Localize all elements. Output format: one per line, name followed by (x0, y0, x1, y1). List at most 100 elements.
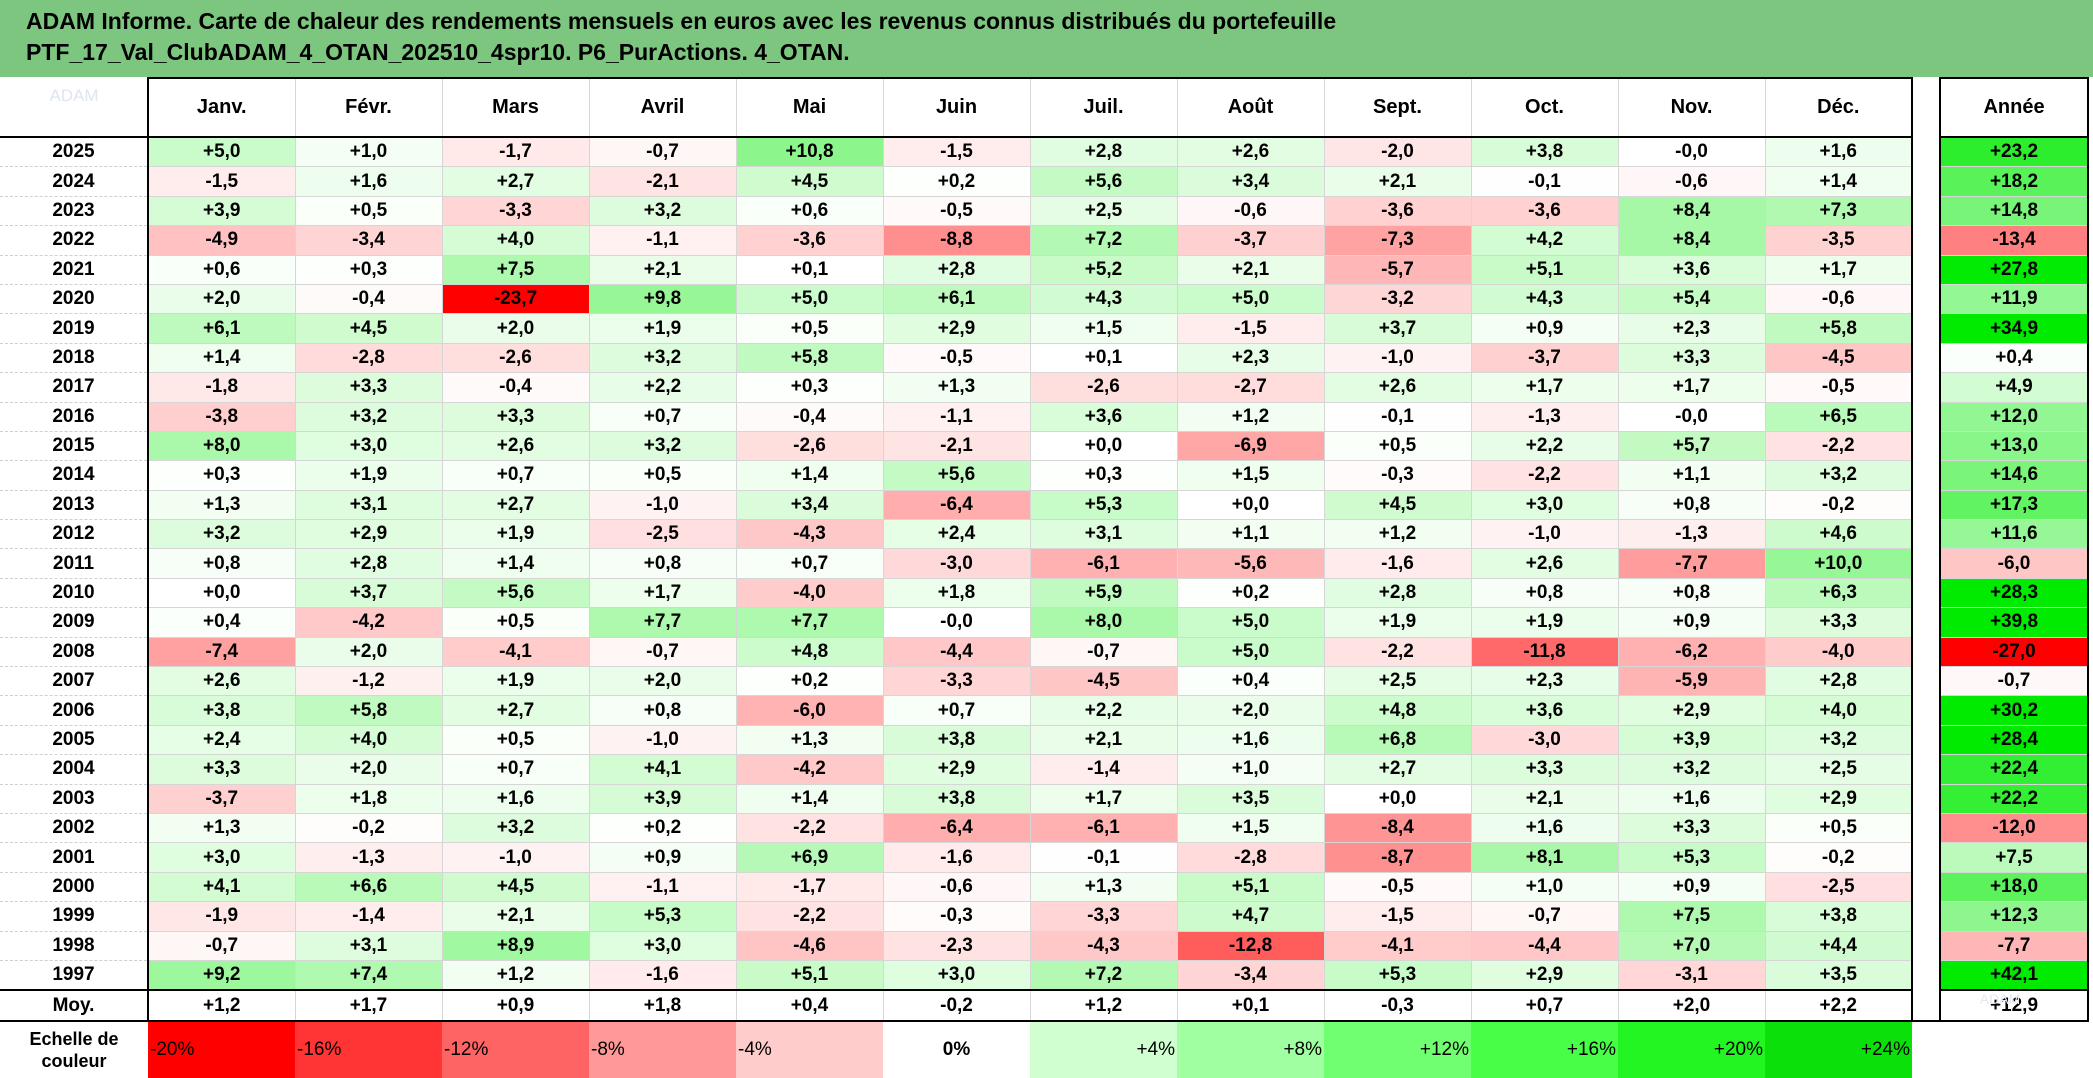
column-header: Févr. (294, 77, 442, 138)
heat-cell: -8,4 (1323, 813, 1471, 844)
row-gap (1912, 784, 1940, 814)
heat-cell: +7,2 (1029, 225, 1177, 256)
year-label: 2013 (0, 490, 148, 521)
heat-cell: +5,8 (735, 343, 883, 374)
heat-cell: -0,2 (1764, 490, 1913, 521)
color-scale-step: -20% (148, 1020, 295, 1078)
heat-cell: +0,6 (735, 196, 883, 227)
color-scale-step: +8% (1177, 1020, 1324, 1078)
heat-cell: -12,8 (1176, 931, 1324, 961)
heat-cell: +0,5 (735, 313, 883, 344)
heat-cell: +2,0 (588, 666, 736, 697)
heat-cell: -1,3 (1470, 402, 1618, 432)
heat-cell: +2,6 (1470, 548, 1618, 579)
table-row: 2010 +0,0 +3,7 +5,6 +1,7 -4,0 +1,8 +5,9 +0,2 +2,8… (0, 578, 2089, 609)
heat-cell: -1,1 (588, 872, 736, 903)
heat-cell: +3,3 (441, 402, 589, 432)
heat-cell: +2,5 (1764, 754, 1913, 785)
heat-cell: +3,9 (588, 784, 736, 814)
heat-cell: +0,7 (588, 402, 736, 432)
heat-cell: -4,6 (735, 931, 883, 961)
row-gap (1912, 578, 1940, 608)
heat-cell: -1,5 (1176, 313, 1324, 344)
table-row: 2012 +3,2 +2,9 +1,9 -2,5 -4,3 +2,4 +3,1 +1,1 +1,2… (0, 519, 2089, 550)
color-scale-row: Echelle de couleur -20% -16% -12% -8% -4% 0% +4%… (0, 1020, 2088, 1078)
column-header: Juil. (1029, 77, 1177, 138)
heat-cell: -1,9 (147, 901, 295, 932)
heat-cell: -4,3 (735, 519, 883, 550)
heat-cell: +2,8 (294, 548, 442, 579)
heat-cell: +10,0 (1764, 548, 1913, 579)
heat-cell: -1,7 (441, 137, 589, 168)
heat-cell: +5,6 (441, 578, 589, 609)
annual-cell: +22,2 (1939, 784, 2089, 814)
row-gap (1912, 990, 1940, 1022)
table-row: 2001 +3,0 -1,3 -1,0 +0,9 +6,9 -1,6 -0,1 -2,8 -8,7… (0, 842, 2089, 873)
heat-cell: -0,7 (1470, 901, 1618, 932)
heat-cell: +8,9 (441, 931, 589, 961)
column-header: Avril (588, 77, 736, 138)
column-header: Mars (441, 77, 589, 138)
heat-cell: +4,2 (1470, 225, 1618, 256)
heat-cell: -2,1 (882, 431, 1030, 462)
heat-cell: +1,2 (1176, 402, 1324, 432)
heat-cell: -2,6 (441, 343, 589, 374)
heat-cell: +1,9 (441, 666, 589, 697)
table-row: 2020 +2,0 -0,4 -23,7 +9,8 +5,0 +6,1 +4,3 +5,0 -3,… (0, 284, 2089, 315)
heat-cell: +0,5 (1764, 813, 1913, 844)
heat-cell: +0,9 (1617, 872, 1765, 903)
heat-cell: +1,3 (882, 372, 1030, 403)
heat-cell: -3,3 (882, 666, 1030, 697)
heat-cell: -0,6 (1617, 166, 1765, 197)
heat-cell: -5,6 (1176, 548, 1324, 579)
heat-cell: -1,5 (882, 137, 1030, 168)
heat-cell: +7,3 (1764, 196, 1913, 227)
heat-cell: +5,3 (1029, 490, 1177, 521)
heat-cell: +3,7 (294, 578, 442, 609)
heat-cell: -3,8 (147, 402, 295, 432)
row-gap (1912, 490, 1940, 520)
heat-cell: +1,5 (1176, 813, 1324, 844)
table-row: 2003 -3,7 +1,8 +1,6 +3,9 +1,4 +3,8 +1,7 +3,5 +0,0… (0, 784, 2089, 814)
heat-cell: +4,1 (588, 754, 736, 785)
heat-cell: -0,0 (882, 607, 1030, 638)
heat-cell: +4,3 (1029, 284, 1177, 315)
heat-cell: +3,4 (1176, 166, 1324, 197)
heat-cell: +5,3 (1617, 842, 1765, 873)
row-gap (1912, 754, 1940, 785)
heat-cell: +0,9 (1470, 313, 1618, 344)
heat-cell: -4,9 (147, 225, 295, 256)
heat-cell: +5,9 (1029, 578, 1177, 609)
heat-cell: -3,4 (1176, 960, 1324, 991)
heat-cell: +7,4 (294, 960, 442, 991)
heat-cell: +3,3 (147, 754, 295, 785)
heat-cell: +0,9 (588, 842, 736, 873)
heat-cell: +4,0 (1764, 695, 1913, 726)
heat-cell: +0,5 (1323, 431, 1471, 462)
row-gap (1912, 343, 1940, 373)
annual-column-header: Année (1939, 77, 2089, 138)
table-row: 2008 -7,4 +2,0 -4,1 -0,7 +4,8 -4,4 -0,7 +5,0 -2,2… (0, 637, 2089, 668)
heat-cell: -0,6 (882, 872, 1030, 903)
heat-cell: +4,0 (441, 225, 589, 256)
heat-cell: -2,8 (1176, 842, 1324, 873)
heat-cell: +1,3 (147, 490, 295, 521)
heat-cell: +4,6 (1764, 519, 1913, 550)
heat-cell: -3,3 (441, 196, 589, 227)
heat-cell: -0,2 (1764, 842, 1913, 873)
row-gap (1912, 137, 1940, 167)
annual-cell: +14,8 (1939, 196, 2089, 227)
annual-cell: -27,0 (1939, 637, 2089, 668)
heat-cell: +0,8 (1470, 578, 1618, 609)
heat-cell: -0,3 (882, 901, 1030, 932)
heat-cell: +0,2 (1176, 578, 1324, 609)
heat-cell: -0,4 (441, 372, 589, 403)
heat-cell: +3,3 (1617, 813, 1765, 844)
heat-cell: -1,2 (294, 666, 442, 697)
heat-cell: +5,6 (882, 460, 1030, 491)
heat-cell: -6,4 (882, 490, 1030, 521)
heat-cell: +3,2 (1764, 460, 1913, 491)
average-cell: +0,9 (441, 989, 589, 1022)
heat-cell: +3,2 (1764, 725, 1913, 756)
heat-cell: +1,5 (1029, 313, 1177, 344)
